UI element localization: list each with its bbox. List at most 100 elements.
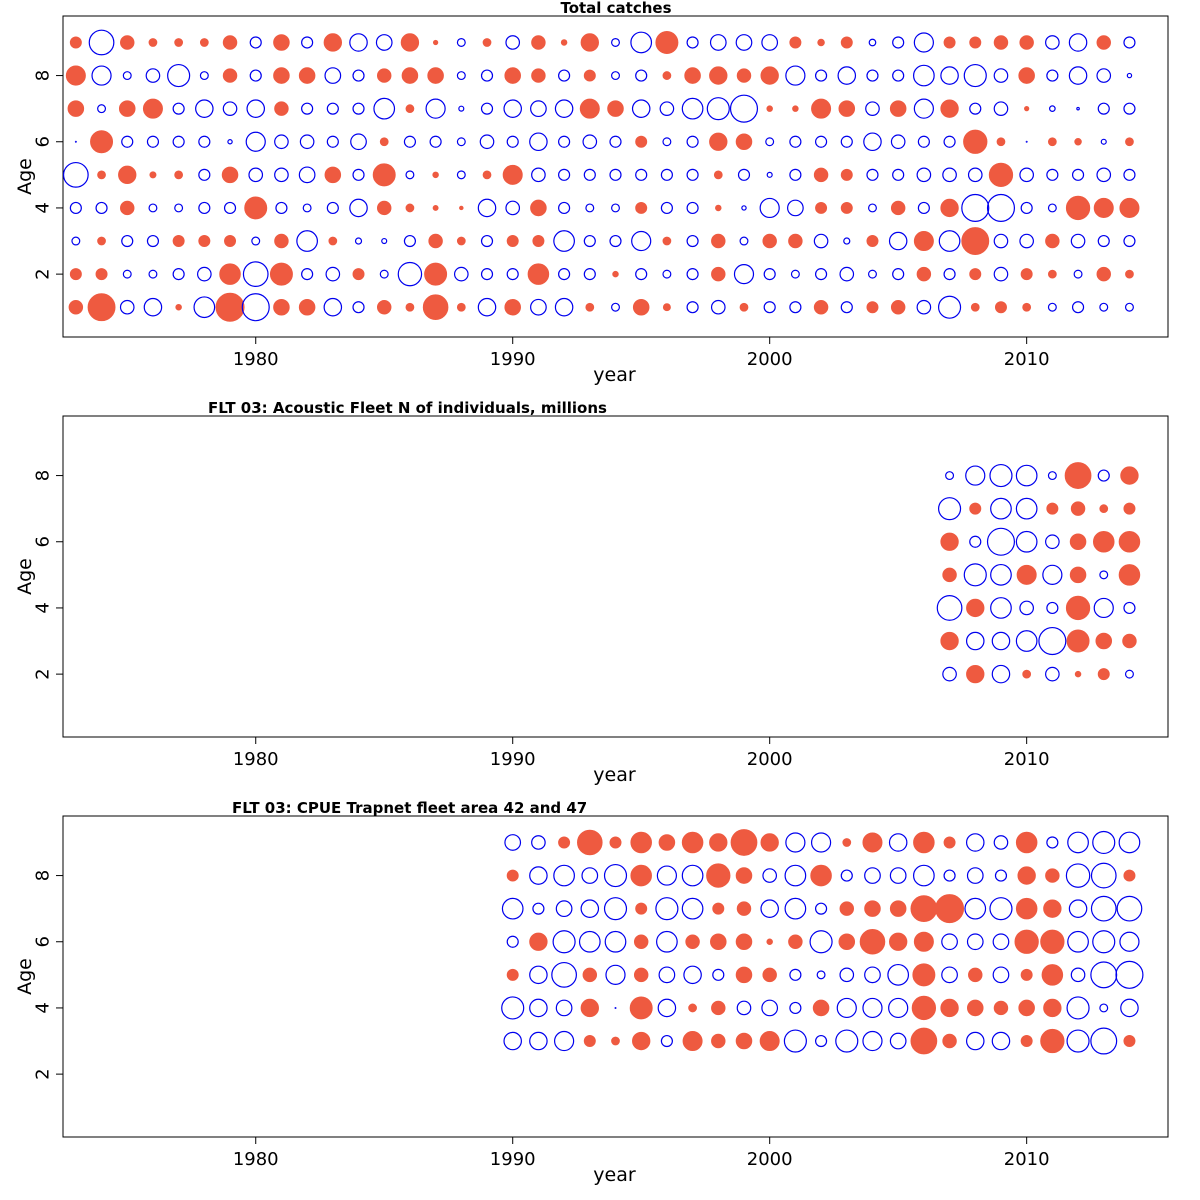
bubble-positive	[1125, 137, 1134, 147]
bubble-negative	[862, 1030, 883, 1052]
bubble-positive	[1018, 999, 1035, 1017]
bubble-negative	[888, 997, 909, 1019]
bubble-negative	[119, 299, 135, 315]
bubble-negative	[1090, 1027, 1118, 1055]
bubble-negative	[324, 67, 342, 84]
bubble-positive	[607, 100, 624, 117]
bubble-negative	[993, 266, 1009, 282]
bubble-positive	[1040, 929, 1065, 954]
bubble-positive	[69, 36, 82, 49]
bubble-positive	[504, 67, 521, 84]
bubble-negative	[193, 296, 216, 319]
bubble-negative	[251, 236, 261, 246]
bubble-negative	[1046, 168, 1059, 181]
bubble-positive	[662, 236, 672, 246]
bubble-negative	[558, 201, 571, 215]
y-tick-label: 6	[33, 136, 54, 147]
bubble-negative	[1015, 530, 1038, 553]
bubble-negative	[892, 168, 905, 181]
bubble-positive	[760, 66, 779, 85]
bubble-positive	[198, 235, 211, 248]
bubble-positive	[840, 168, 853, 181]
bubble-negative	[245, 131, 266, 152]
bubble-positive	[912, 963, 936, 987]
bubble-negative	[1070, 967, 1086, 983]
bubble-positive	[424, 262, 448, 286]
bubble-negative	[148, 203, 158, 213]
bubble-negative	[199, 71, 209, 81]
bubble-negative	[965, 631, 985, 651]
bubble-negative	[603, 897, 628, 921]
bubble-negative	[1124, 669, 1134, 679]
bubble-positive	[913, 831, 935, 854]
bubble-positive	[1064, 462, 1092, 489]
bubble-negative	[609, 234, 622, 248]
bubble-negative	[784, 897, 807, 920]
bubble-negative	[1045, 534, 1060, 550]
bubble-positive	[911, 995, 937, 1021]
bubble-positive	[1074, 670, 1082, 678]
bubble-positive	[890, 200, 906, 216]
bubble-positive	[711, 266, 726, 282]
chart-panel-1: Total catches 1980 1990 2000 2010 2 4 6 8 year Age	[14, 0, 1169, 386]
bubble-negative	[323, 297, 343, 317]
bubble-negative	[913, 64, 935, 87]
bubble-negative	[354, 237, 363, 245]
bubble-negative	[222, 101, 238, 116]
bubble-negative	[145, 68, 161, 83]
bubble-positive	[224, 235, 237, 248]
bubble-negative	[302, 203, 312, 213]
bubble-positive	[711, 1033, 726, 1049]
bubble-negative	[937, 295, 962, 319]
bubble-negative	[1015, 630, 1038, 652]
bubble-positive	[942, 1033, 957, 1049]
bubble-negative	[760, 899, 779, 918]
bubble-positive	[688, 1003, 697, 1013]
bubble-positive	[910, 1027, 938, 1055]
bubble-negative	[609, 168, 622, 181]
bubble-positive	[1045, 233, 1060, 249]
bubble-positive	[935, 894, 965, 924]
bubble-negative	[991, 631, 1011, 651]
bubble-negative	[635, 268, 648, 281]
bubble-positive	[405, 203, 415, 213]
bubble-negative	[532, 902, 545, 915]
bubble-negative	[809, 930, 833, 954]
bubble-positive	[635, 201, 648, 214]
bubble-negative	[681, 97, 704, 120]
bubble-positive	[759, 1031, 780, 1052]
bubble-negative	[765, 137, 775, 147]
bubble-positive	[681, 831, 704, 854]
bubble-negative	[1096, 68, 1112, 83]
bubble-positive	[611, 1036, 620, 1046]
bubble-negative	[737, 168, 751, 181]
bubble-positive	[1070, 501, 1086, 516]
bubble-negative	[969, 102, 982, 115]
bubble-negative	[814, 902, 828, 915]
bubble-positive	[1123, 1035, 1136, 1048]
bubble-negative	[425, 98, 446, 119]
bubble-negative	[1070, 233, 1086, 249]
bubble-negative	[529, 132, 548, 152]
bubble-negative	[375, 34, 393, 51]
bubble-negative	[763, 268, 776, 281]
bubble-negative	[709, 34, 727, 51]
bubble-negative	[326, 102, 339, 115]
bubble-negative	[993, 68, 1009, 83]
bubble-negative	[1015, 464, 1038, 487]
bubble-positive	[95, 268, 108, 281]
bubble-negative	[62, 161, 89, 188]
bubble-negative	[840, 869, 853, 882]
bubble-positive	[527, 263, 550, 285]
bubble-negative	[581, 867, 599, 884]
bubble-negative	[686, 135, 699, 148]
bubble-negative	[301, 268, 314, 281]
bubble-positive	[1015, 897, 1038, 920]
bubble-positive	[1099, 504, 1109, 514]
bubble-positive	[968, 967, 983, 983]
bubble-negative	[242, 261, 269, 288]
bubble-positive	[405, 104, 415, 114]
bubble-positive	[400, 33, 420, 52]
bubble-positive	[273, 34, 290, 51]
bubble-positive	[1043, 998, 1062, 1018]
